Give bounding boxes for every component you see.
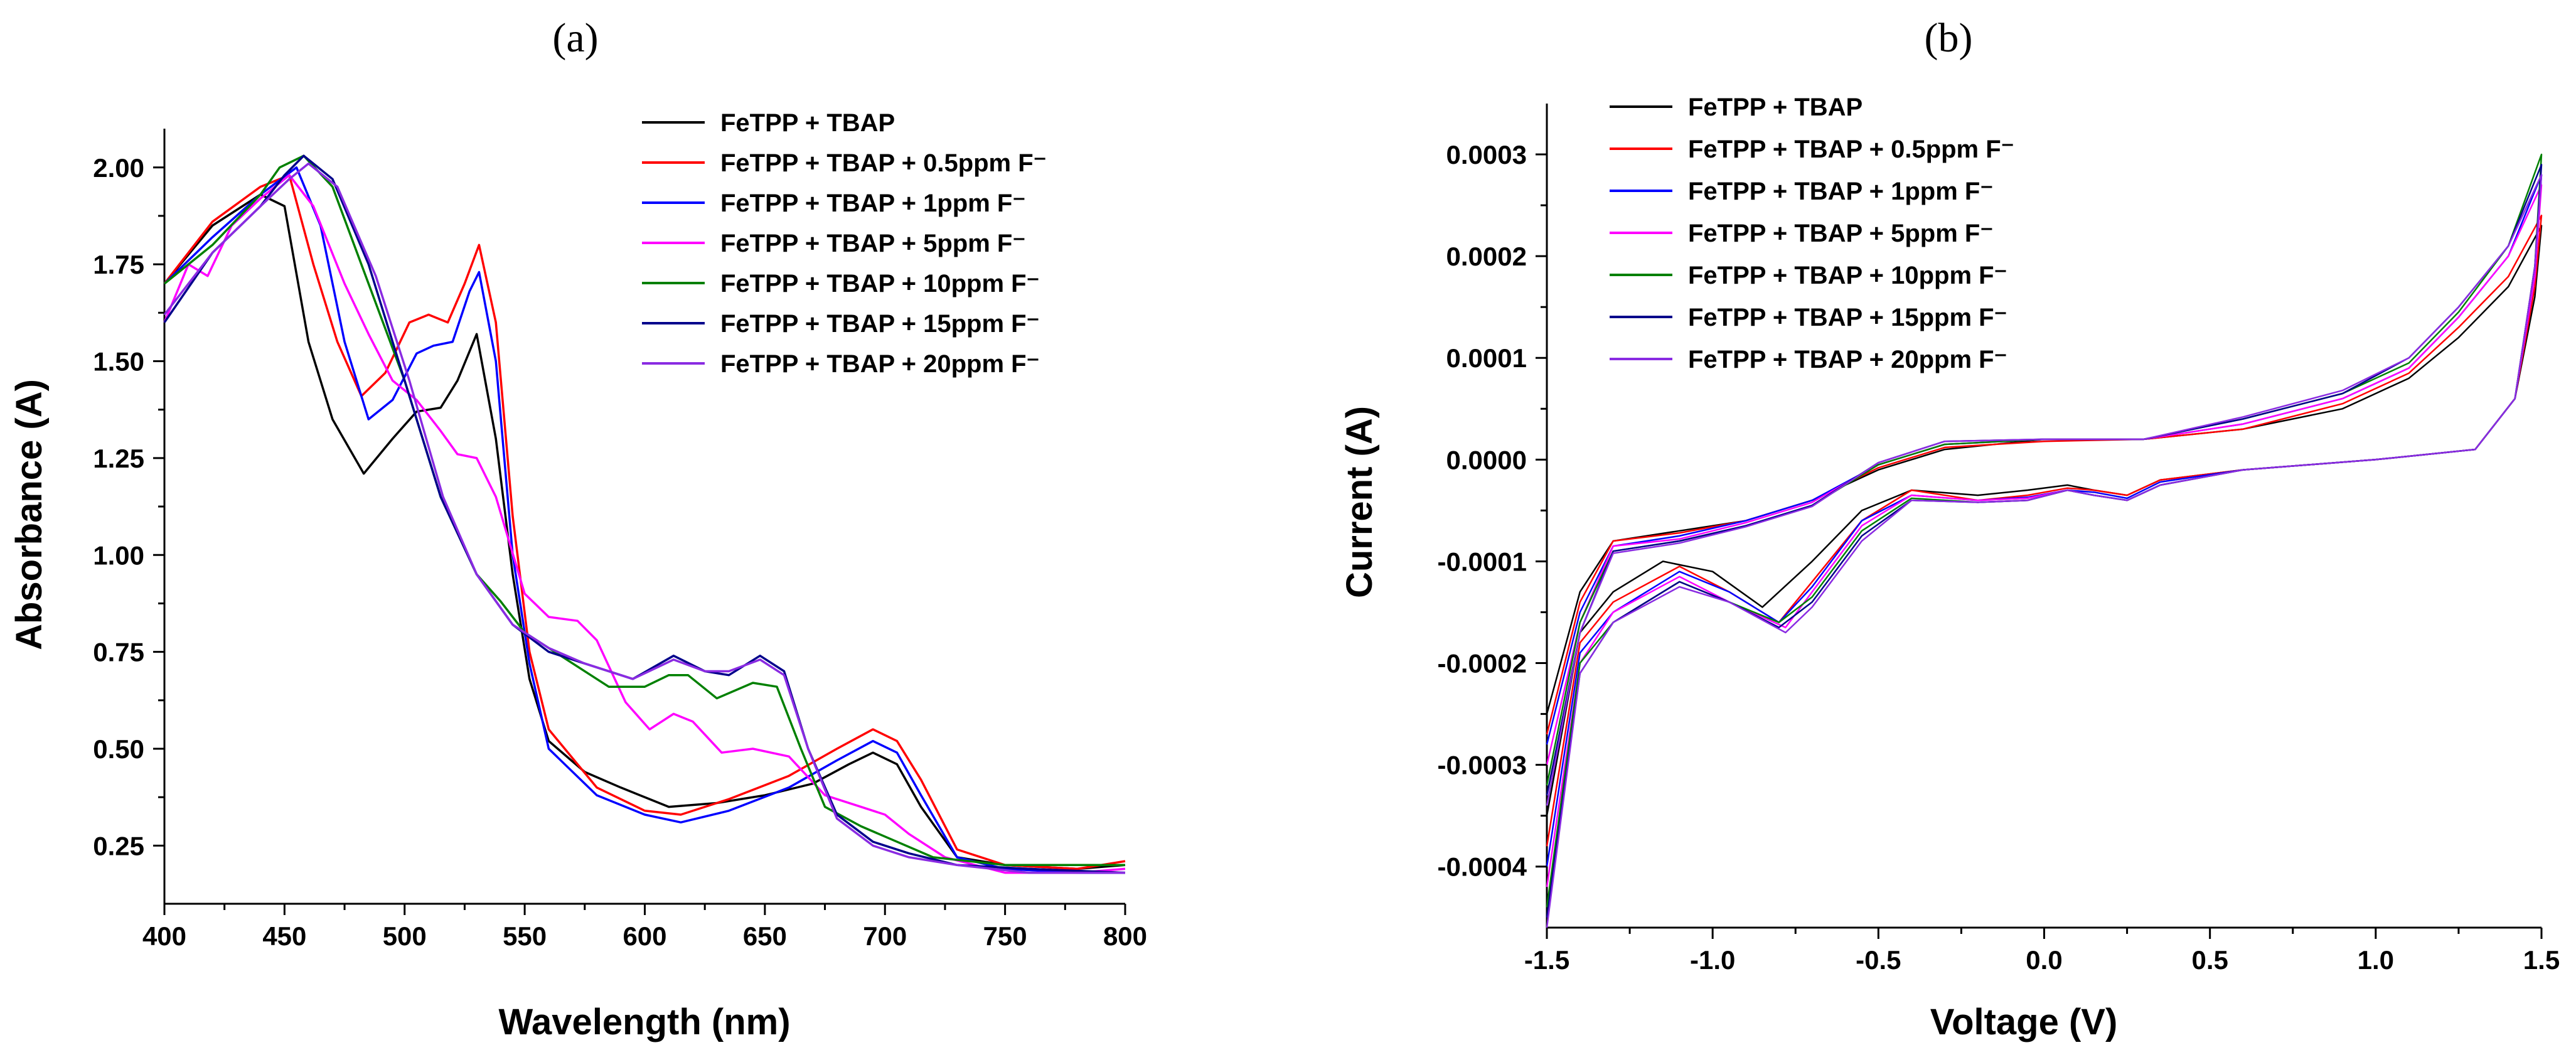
panel-a-x-tick-label: 650 — [743, 921, 787, 951]
panel-b-label: (b) — [1925, 15, 1973, 61]
panel-a-y-tick-label: 1.50 — [93, 347, 144, 377]
panel-a-y-tick-label: 1.00 — [93, 540, 144, 570]
panel-a-x-axis-title: Wavelength (nm) — [498, 1002, 790, 1042]
panel-a-legend-label-1: FeTPP + TBAP + 0.5ppm F⁻ — [720, 149, 1047, 177]
panel-b-x-tick-label: 0.0 — [2026, 945, 2062, 975]
panel-b-x-axis-title: Voltage (V) — [1930, 1002, 2118, 1042]
panel-b-y-tick-label: -0.0001 — [1438, 547, 1527, 576]
panel-a-x-tick-label: 450 — [262, 921, 306, 951]
panel-a-series-line-3 — [163, 174, 1126, 874]
panel-b-y-tick-label: -0.0003 — [1438, 751, 1527, 780]
panel-b-legend-label-1: FeTPP + TBAP + 0.5ppm F⁻ — [1688, 136, 2014, 163]
panel-b-series — [1546, 153, 2543, 928]
panel-a-x-tick-label: 700 — [863, 921, 907, 951]
panel-a-y-tick-label: 0.50 — [93, 734, 144, 764]
panel-b-legend-label-2: FeTPP + TBAP + 1ppm F⁻ — [1688, 178, 1993, 205]
panel-a-x-tick-label: 550 — [503, 921, 547, 951]
panel-a-x-tick-label: 750 — [983, 921, 1027, 951]
panel-b-y-tick-label: 0.0001 — [1446, 343, 1527, 373]
panel-b-y-tick-label: 0.0003 — [1446, 140, 1527, 169]
panel-a-y-tick-label: 1.25 — [93, 444, 144, 473]
panel-a-ticks: 400 450 500 550 600 650 700 750 800 0.25 0.50 0.75 1… — [93, 153, 1147, 951]
panel-a-legend-label-3: FeTPP + TBAP + 5ppm F⁻ — [720, 230, 1025, 257]
panel-a-legend-label-0: FeTPP + TBAP — [720, 109, 895, 137]
panel-b-cyclic-voltammetry-chart: (b) -1.5 -1.0 -0.5 0.0 0.5 1.0 1.5 -0.0004 -0.00… — [1339, 15, 2560, 1042]
panel-b-x-tick-label: -0.5 — [1856, 945, 1901, 975]
panel-b-legend-label-6: FeTPP + TBAP + 20ppm F⁻ — [1688, 346, 2007, 373]
panel-b-x-tick-label: 1.5 — [2523, 945, 2560, 975]
panel-a-legend-label-4: FeTPP + TBAP + 10ppm F⁻ — [720, 270, 1040, 297]
panel-a-y-tick-label: 2.00 — [93, 153, 144, 183]
panel-a-series-line-6 — [163, 162, 1125, 874]
panel-a-y-axis-title: Absorbance (A) — [9, 379, 50, 650]
panel-b-legend-label-0: FeTPP + TBAP — [1688, 94, 1863, 121]
panel-b-series-line-6 — [1546, 174, 2543, 928]
panel-a-x-tick-label: 500 — [383, 921, 427, 951]
panel-b-legend-label-5: FeTPP + TBAP + 15ppm F⁻ — [1688, 304, 2007, 331]
panel-a-legend-label-2: FeTPP + TBAP + 1ppm F⁻ — [720, 190, 1025, 217]
panel-b-y-tick-label: -0.0002 — [1438, 649, 1527, 678]
panel-b-y-tick-label: -0.0004 — [1438, 852, 1527, 882]
panel-b-y-tick-label: 0.0000 — [1446, 445, 1527, 474]
panel-b-series-line-3 — [1546, 184, 2543, 887]
panel-b-legend-label-3: FeTPP + TBAP + 5ppm F⁻ — [1688, 220, 1993, 247]
panel-b-legend-label-4: FeTPP + TBAP + 10ppm F⁻ — [1688, 262, 2007, 289]
panel-b-ticks: -1.5 -1.0 -0.5 0.0 0.5 1.0 1.5 -0.0004 -0.0003 -0… — [1438, 140, 2560, 975]
panel-b-legend: FeTPP + TBAP FeTPP + TBAP + 0.5ppm F⁻ FeTP… — [1610, 94, 2014, 373]
panel-a-label: (a) — [552, 15, 598, 61]
panel-a-x-tick-label: 800 — [1103, 921, 1147, 951]
panel-a-x-tick-label: 600 — [623, 921, 666, 951]
panel-a-absorbance-chart: (a) 400 450 500 550 600 650 700 750 800 0.25 0.50 0… — [9, 15, 1147, 1042]
panel-a-series — [163, 154, 1126, 874]
panel-a-legend-label-6: FeTPP + TBAP + 20ppm F⁻ — [720, 350, 1040, 378]
panel-a-y-tick-label: 0.75 — [93, 638, 144, 667]
panel-b-y-axis-title: Current (A) — [1339, 406, 1380, 598]
panel-a-y-tick-label: 0.25 — [93, 831, 144, 860]
panel-a-legend: FeTPP + TBAP FeTPP + TBAP + 0.5ppm F⁻ FeTP… — [642, 109, 1047, 378]
panel-b-x-tick-label: 1.0 — [2358, 945, 2394, 975]
panel-a-series-line-5 — [163, 154, 1126, 874]
panel-a-x-tick-label: 400 — [142, 921, 186, 951]
panel-b-y-tick-label: 0.0002 — [1446, 242, 1527, 271]
panel-b-x-tick-label: -1.0 — [1690, 945, 1735, 975]
panel-b-x-tick-label: 0.5 — [2191, 945, 2228, 975]
panel-a-series-line-4 — [163, 154, 1125, 867]
panel-a-legend-label-5: FeTPP + TBAP + 15ppm F⁻ — [720, 310, 1040, 338]
panel-a-y-tick-label: 1.75 — [93, 250, 144, 279]
panel-b-x-tick-label: -1.5 — [1524, 945, 1569, 975]
panel-a-series-line-2 — [163, 166, 1125, 874]
